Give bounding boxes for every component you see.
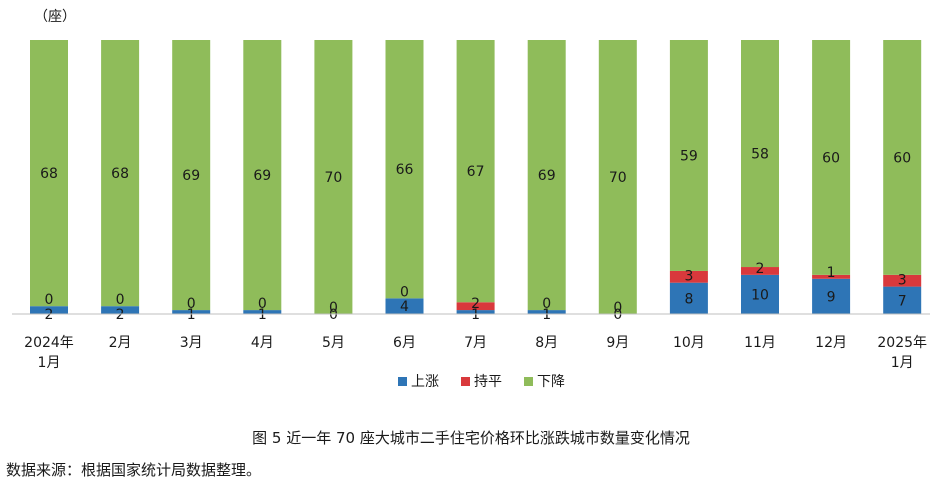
bar-segment xyxy=(101,40,140,307)
data-label: 1 xyxy=(187,307,196,323)
data-label: 69 xyxy=(538,168,556,184)
data-label: 2 xyxy=(756,261,765,277)
data-label: 60 xyxy=(893,150,911,166)
bar-segment xyxy=(812,274,851,279)
x-tick-label: 8月 xyxy=(535,335,558,351)
data-label: 0 xyxy=(542,296,551,312)
bar-segment xyxy=(456,302,495,311)
data-label: 69 xyxy=(182,168,200,184)
bar-segment xyxy=(741,40,779,268)
data-label: 8 xyxy=(684,291,693,307)
bar-segment xyxy=(812,40,851,275)
data-label: 68 xyxy=(111,166,129,182)
legend-swatch xyxy=(461,377,470,386)
data-label: 1 xyxy=(258,307,267,323)
data-label: 9 xyxy=(827,289,836,305)
bar-segment xyxy=(172,310,211,314)
bar-segment xyxy=(741,274,779,314)
data-label: 3 xyxy=(898,273,907,289)
stacked-bar-chart: 20682024年1月20682月10693月10694月00705月40666… xyxy=(12,40,930,390)
bar-segment xyxy=(883,40,922,275)
data-label: 1 xyxy=(542,307,551,323)
bar-segment xyxy=(669,40,708,271)
bar-segment xyxy=(669,282,708,314)
bar-segment xyxy=(456,40,495,303)
data-source-note: 数据来源：根据国家统计局数据整理。 xyxy=(6,461,262,479)
x-tick-label: 3月 xyxy=(180,335,203,351)
bar-segment xyxy=(314,40,353,314)
bar-segment xyxy=(883,274,922,287)
y-axis-unit-label: （座） xyxy=(34,9,76,25)
data-label: 7 xyxy=(898,293,907,309)
bar-segment xyxy=(883,286,922,314)
bar-segment xyxy=(527,310,566,314)
data-label: 1 xyxy=(471,307,480,323)
data-label: 2 xyxy=(116,307,125,323)
x-tick-label: 5月 xyxy=(322,335,345,351)
data-label: 0 xyxy=(400,284,409,300)
data-label: 0 xyxy=(329,300,338,316)
bar-segment xyxy=(741,267,779,275)
bar-segment xyxy=(812,278,851,314)
data-label: 0 xyxy=(613,300,622,316)
data-label: 4 xyxy=(400,299,409,315)
legend-swatch xyxy=(524,377,533,386)
bar-segment xyxy=(669,270,708,283)
data-label: 60 xyxy=(822,150,840,166)
legend-label: 持平 xyxy=(474,374,502,390)
bar-segment xyxy=(243,40,282,311)
data-label: 68 xyxy=(40,166,58,182)
bar-segment xyxy=(30,306,68,314)
bar-segment xyxy=(527,40,566,311)
data-label: 0 xyxy=(329,307,338,323)
x-tick-label: 2月 xyxy=(109,335,132,351)
bar-segment xyxy=(598,40,637,314)
data-label: 70 xyxy=(324,170,342,186)
data-label: 69 xyxy=(253,168,271,184)
x-tick-label: 6月 xyxy=(393,335,416,351)
data-label: 67 xyxy=(467,164,485,180)
data-label: 1 xyxy=(827,265,836,281)
bar-segment xyxy=(101,306,140,314)
bar-segment xyxy=(30,40,68,307)
data-label: 0 xyxy=(613,307,622,323)
x-tick-label: 9月 xyxy=(606,335,629,351)
bar-segment xyxy=(385,40,424,299)
x-tick-label: 7月 xyxy=(464,335,487,351)
figure-caption: 图 5 近一年 70 座大城市二手住宅价格环比涨跌城市数量变化情况 xyxy=(252,429,690,447)
data-label: 0 xyxy=(45,292,54,308)
x-tick-label: 10月 xyxy=(673,335,705,351)
bar-segment xyxy=(172,40,211,311)
data-label: 2 xyxy=(45,307,54,323)
x-tick-label: 4月 xyxy=(251,335,274,351)
legend-label: 上涨 xyxy=(411,374,439,390)
data-label: 3 xyxy=(684,269,693,285)
data-label: 58 xyxy=(751,147,769,163)
data-label: 70 xyxy=(609,170,627,186)
data-label: 0 xyxy=(116,292,125,308)
x-tick-label: 1月 xyxy=(891,355,914,371)
bar-segment xyxy=(385,298,424,314)
data-label: 59 xyxy=(680,148,698,164)
data-label: 0 xyxy=(258,296,267,312)
data-label: 66 xyxy=(396,162,414,178)
x-tick-label: 2025年 xyxy=(877,335,927,351)
data-label: 2 xyxy=(471,296,480,312)
x-tick-label: 12月 xyxy=(815,335,847,351)
data-label: 0 xyxy=(187,296,196,312)
x-tick-label: 1月 xyxy=(38,355,61,371)
legend-swatch xyxy=(398,377,407,386)
bar-segment xyxy=(243,310,282,314)
legend-label: 下降 xyxy=(537,374,565,390)
bar-segment xyxy=(456,310,495,314)
data-label: 10 xyxy=(751,287,769,303)
x-tick-label: 2024年 xyxy=(24,335,74,351)
x-tick-label: 11月 xyxy=(744,335,776,351)
